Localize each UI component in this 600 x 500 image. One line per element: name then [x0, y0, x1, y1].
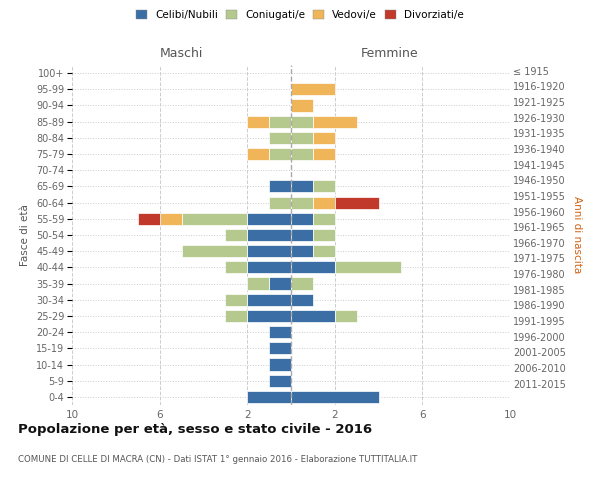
Bar — [313, 212, 335, 225]
Bar — [291, 132, 313, 144]
Bar — [269, 342, 291, 354]
Bar — [291, 294, 313, 306]
Bar — [247, 262, 291, 274]
Bar — [226, 310, 247, 322]
Bar — [269, 116, 291, 128]
Bar — [269, 326, 291, 338]
Bar — [247, 229, 291, 241]
Bar — [313, 229, 335, 241]
Bar — [291, 148, 313, 160]
Text: COMUNE DI CELLE DI MACRA (CN) - Dati ISTAT 1° gennaio 2016 - Elaborazione TUTTIT: COMUNE DI CELLE DI MACRA (CN) - Dati IST… — [18, 455, 418, 464]
Y-axis label: Anni di nascita: Anni di nascita — [572, 196, 583, 274]
Bar — [226, 294, 247, 306]
Bar — [269, 148, 291, 160]
Bar — [291, 310, 335, 322]
Text: Popolazione per età, sesso e stato civile - 2016: Popolazione per età, sesso e stato civil… — [18, 422, 372, 436]
Bar — [247, 116, 269, 128]
Bar — [247, 148, 269, 160]
Bar — [269, 196, 291, 208]
Bar — [247, 212, 291, 225]
Bar — [291, 245, 313, 258]
Bar — [335, 196, 379, 208]
Bar — [181, 212, 247, 225]
Bar — [269, 374, 291, 387]
Bar — [226, 229, 247, 241]
Bar — [291, 262, 335, 274]
Bar — [247, 310, 291, 322]
Bar — [226, 262, 247, 274]
Bar — [137, 212, 160, 225]
Bar — [291, 180, 313, 192]
Bar — [291, 196, 313, 208]
Bar — [247, 294, 291, 306]
Legend: Celibi/Nubili, Coniugati/e, Vedovi/e, Divorziati/e: Celibi/Nubili, Coniugati/e, Vedovi/e, Di… — [136, 10, 464, 20]
Bar — [313, 245, 335, 258]
Bar — [247, 278, 269, 289]
Bar — [291, 229, 313, 241]
Bar — [291, 83, 335, 96]
Bar — [313, 132, 335, 144]
Bar — [269, 278, 291, 289]
Bar — [291, 391, 379, 403]
Bar — [313, 148, 335, 160]
Bar — [313, 196, 335, 208]
Y-axis label: Fasce di età: Fasce di età — [20, 204, 31, 266]
Bar — [247, 245, 291, 258]
Bar — [291, 100, 313, 112]
Text: Femmine: Femmine — [361, 47, 418, 60]
Bar — [269, 180, 291, 192]
Bar — [291, 278, 313, 289]
Bar — [160, 212, 181, 225]
Bar — [291, 116, 313, 128]
Bar — [313, 180, 335, 192]
Bar — [269, 358, 291, 370]
Bar — [291, 212, 313, 225]
Bar — [335, 262, 401, 274]
Bar — [335, 310, 357, 322]
Bar — [181, 245, 247, 258]
Bar — [247, 391, 291, 403]
Text: Maschi: Maschi — [160, 47, 203, 60]
Bar — [269, 132, 291, 144]
Bar — [313, 116, 356, 128]
